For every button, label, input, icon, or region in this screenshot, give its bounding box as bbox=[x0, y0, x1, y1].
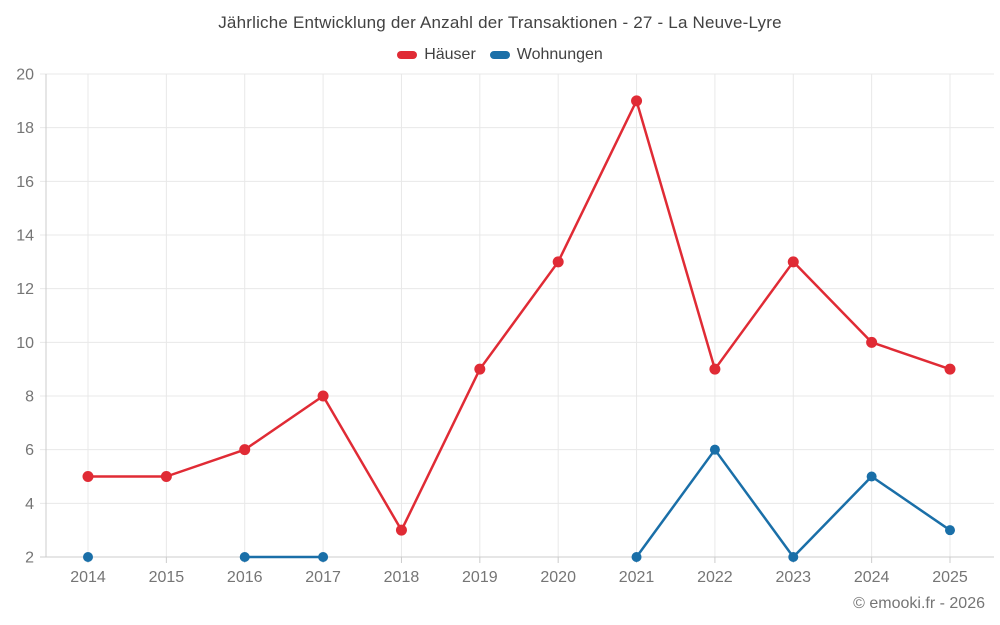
x-axis-tick-label: 2016 bbox=[227, 569, 263, 586]
data-point-wohnungen-2024[interactable] bbox=[866, 471, 877, 482]
data-point-wohnungen-2021[interactable] bbox=[631, 552, 642, 562]
legend-item-wohnungen[interactable]: Wohnungen bbox=[489, 46, 603, 64]
legend: Häuser Wohnungen bbox=[0, 46, 1000, 64]
data-point-hauser-2021[interactable] bbox=[631, 95, 643, 107]
data-point-hauser-2022[interactable] bbox=[709, 363, 721, 375]
data-point-hauser-2024[interactable] bbox=[866, 336, 878, 348]
y-axis-tick-label: 6 bbox=[25, 442, 34, 459]
x-axis-tick-label: 2015 bbox=[149, 569, 185, 586]
y-axis-tick-label: 2 bbox=[25, 550, 34, 567]
y-axis-tick-label: 14 bbox=[16, 228, 34, 245]
data-point-wohnungen-2022[interactable] bbox=[709, 444, 720, 455]
data-point-wohnungen-2016[interactable] bbox=[239, 552, 250, 562]
data-point-hauser-2023[interactable] bbox=[787, 256, 799, 268]
data-point-hauser-2016[interactable] bbox=[239, 444, 251, 456]
series-line-hauser bbox=[86, 99, 952, 532]
data-point-hauser-2014[interactable] bbox=[82, 471, 94, 482]
x-axis-tick-label: 2020 bbox=[540, 569, 576, 586]
y-axis-tick-label: 18 bbox=[16, 120, 34, 137]
x-axis-tick-label: 2017 bbox=[305, 569, 341, 586]
data-point-hauser-2017[interactable] bbox=[317, 390, 329, 402]
chart-title: Jährliche Entwicklung der Anzahl der Tra… bbox=[218, 13, 782, 32]
copyright-credit: © emooki.fr - 2026 bbox=[853, 595, 985, 612]
data-point-hauser-2025[interactable] bbox=[944, 363, 956, 375]
legend-item-hauser[interactable]: Häuser bbox=[397, 46, 476, 64]
data-point-hauser-2019[interactable] bbox=[474, 363, 486, 375]
legend-label-hauser: Häuser bbox=[424, 46, 476, 63]
data-point-wohnungen-2025[interactable] bbox=[945, 525, 955, 536]
legend-swatch-hauser bbox=[397, 51, 418, 59]
y-axis-tick-label: 4 bbox=[25, 496, 34, 513]
data-point-hauser-2018[interactable] bbox=[395, 524, 407, 536]
y-axis-tick-label: 16 bbox=[16, 174, 34, 191]
data-point-hauser-2020[interactable] bbox=[552, 256, 564, 268]
x-axis-tick-label: 2023 bbox=[775, 569, 811, 586]
data-point-hauser-2015[interactable] bbox=[160, 471, 172, 482]
x-axis-tick-label: 2022 bbox=[697, 569, 733, 586]
x-axis-tick-label: 2024 bbox=[854, 569, 890, 586]
data-point-wohnungen-2017[interactable] bbox=[318, 552, 329, 562]
y-axis-tick-label: 12 bbox=[16, 281, 34, 298]
x-axis-tick-label: 2021 bbox=[619, 569, 655, 586]
x-axis-tick-label: 2019 bbox=[462, 569, 498, 586]
y-axis-tick-label: 8 bbox=[25, 389, 34, 406]
data-point-wohnungen-2023[interactable] bbox=[788, 552, 799, 562]
x-axis-tick-label: 2018 bbox=[384, 569, 420, 586]
legend-swatch-wohnungen bbox=[489, 51, 510, 59]
legend-label-wohnungen: Wohnungen bbox=[516, 46, 603, 63]
x-axis-tick-label: 2014 bbox=[70, 569, 106, 586]
x-axis-tick-label: 2025 bbox=[932, 569, 968, 586]
y-axis-tick-label: 20 bbox=[16, 67, 34, 84]
y-axis-tick-label: 10 bbox=[16, 335, 34, 352]
data-point-wohnungen-2014[interactable] bbox=[83, 552, 93, 562]
